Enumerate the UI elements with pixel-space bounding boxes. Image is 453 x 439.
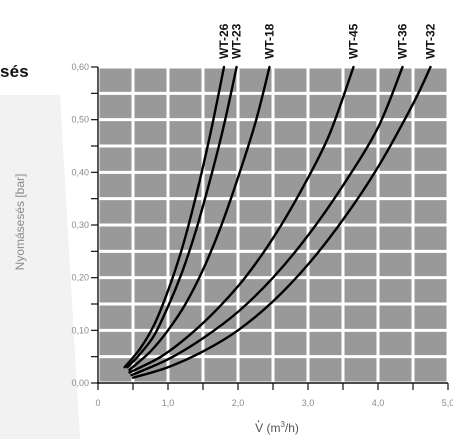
heading-fragment: sés xyxy=(0,62,29,81)
series-line xyxy=(126,65,238,369)
series-line xyxy=(128,65,271,371)
y-tick-label: 0,00 xyxy=(71,378,89,388)
y-tick-label: 0,40 xyxy=(71,167,89,177)
series-label: WT-36 xyxy=(396,23,410,59)
y-tick-label: 0,60 xyxy=(71,62,89,72)
y-tick-label: 0,10 xyxy=(71,325,89,335)
y-tick-label: 0,50 xyxy=(71,115,89,125)
x-axis-label-unit-open: (m xyxy=(263,421,281,435)
x-tick-label: 1,0 xyxy=(162,398,175,408)
x-tick-label: 2,0 xyxy=(232,398,245,408)
y-axis-label: Nyomásesés [bar] xyxy=(13,173,27,271)
series-line xyxy=(123,65,226,369)
y-tick-label: 0,30 xyxy=(71,220,89,230)
y-tick-label: 0,20 xyxy=(71,273,89,283)
series-label: WT-32 xyxy=(424,23,438,59)
x-axis-label-symbol: V xyxy=(255,412,263,435)
series-label: WT-45 xyxy=(347,23,361,59)
background-wedge-shape xyxy=(0,95,80,439)
x-tick-label: 0 xyxy=(95,398,100,408)
x-tick-label: 4,0 xyxy=(372,398,385,408)
series-line xyxy=(131,65,432,379)
x-tick-label: 5,0 xyxy=(442,398,453,408)
series-line xyxy=(130,65,404,377)
x-tick-label: 3,0 xyxy=(302,398,315,408)
series-label: WT-18 xyxy=(263,23,277,59)
series-label: WT-23 xyxy=(230,23,244,59)
x-axis-label-unit-close: /h) xyxy=(284,421,299,435)
series-line xyxy=(128,65,355,374)
series-label: WT-26 xyxy=(217,23,231,59)
x-axis-label: V (m3/h) xyxy=(255,412,299,435)
x-axis-label-unit-sup: 3 xyxy=(280,420,285,429)
